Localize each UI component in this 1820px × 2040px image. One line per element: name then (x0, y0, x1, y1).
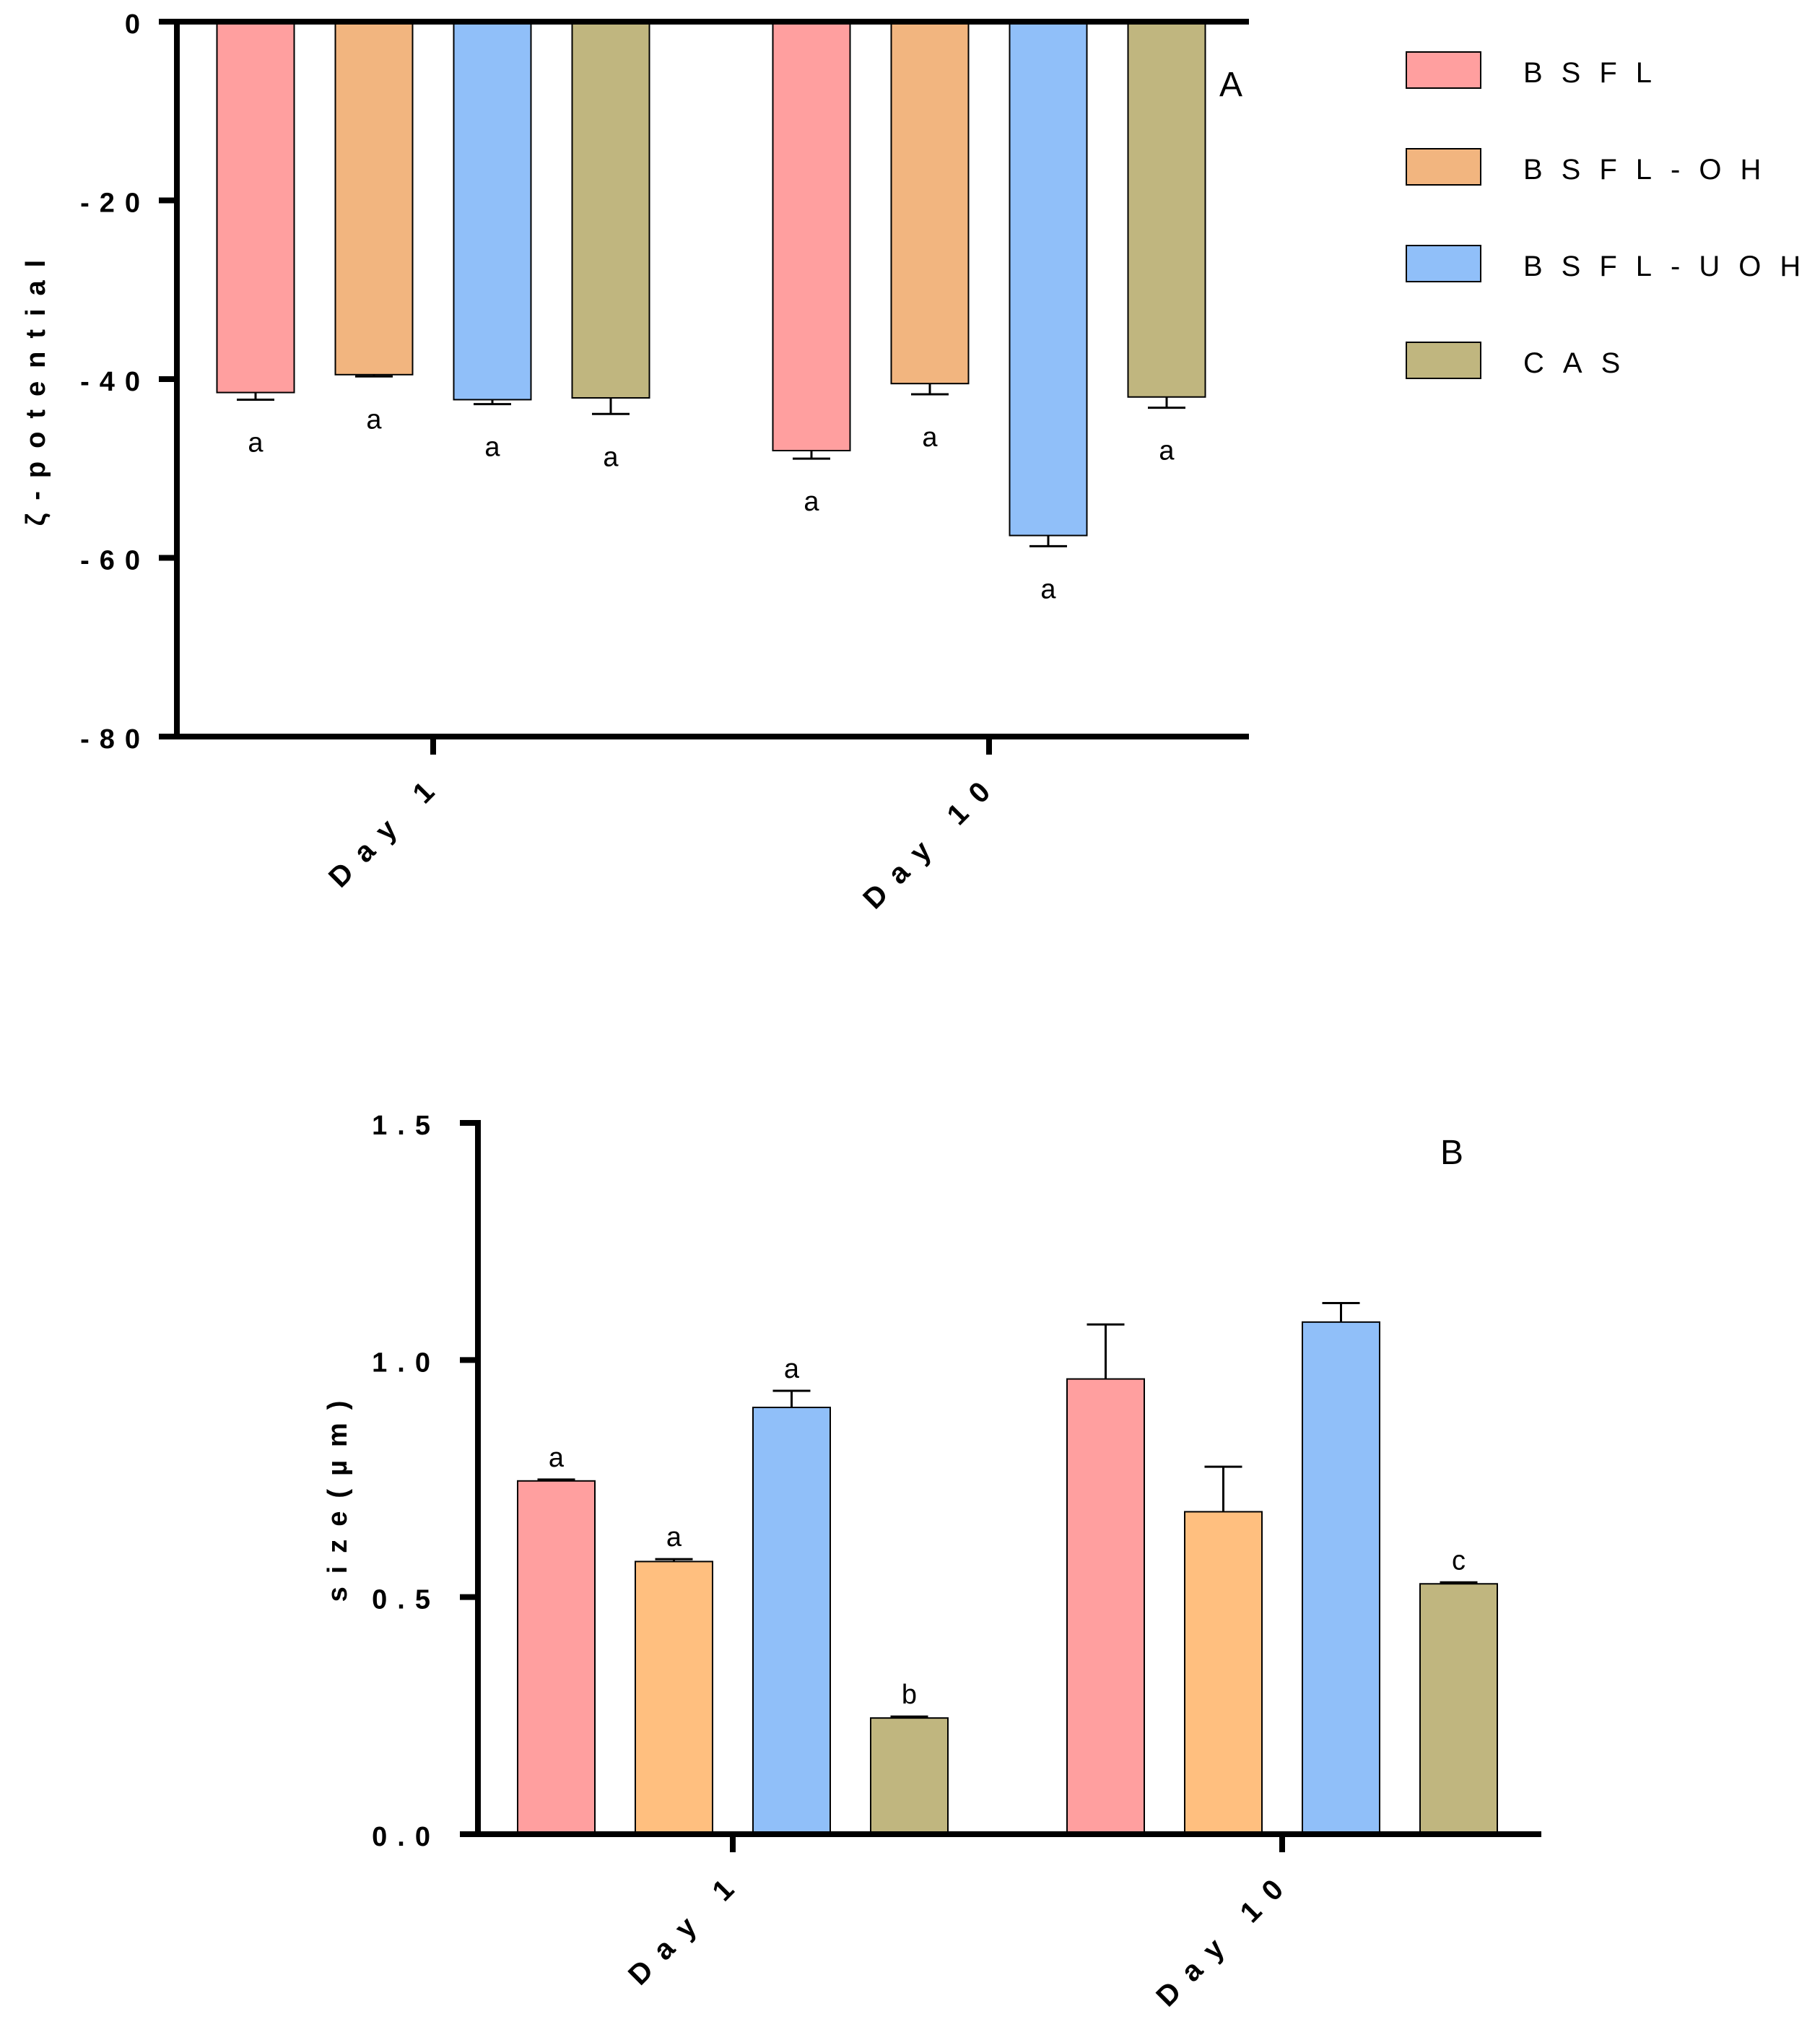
error-bar-bsfl-oh-day-1 (655, 1558, 693, 1562)
significance-letter-cas-day-1: a (603, 442, 619, 472)
bar-bsfl-uoh-day-1 (752, 1407, 831, 1835)
panel-a-y-axis-title: ζ-potential (21, 247, 51, 526)
significance-letter-bsfl-oh-day-1: a (366, 404, 382, 435)
y-tick-label: 0.5 (372, 1585, 440, 1615)
y-tick-label: -60 (80, 546, 150, 576)
error-bar-bsfl-day-1 (237, 392, 274, 401)
bar-bsfl-uoh-day-10 (1302, 1321, 1380, 1836)
bar-bsfl-day-10 (772, 21, 851, 451)
legend-label: BSFL-OH (1523, 154, 1780, 186)
legend-swatch (1406, 342, 1481, 379)
error-bar-cas-day-10 (1148, 396, 1185, 409)
error-bar-cas-day-1 (890, 1715, 928, 1719)
significance-letter-cas-day-10: a (1159, 436, 1175, 466)
panel-a-x-categories: Day 1 Day 10 (323, 765, 1006, 915)
panel-b-significance-letters: a a a b c (549, 1354, 1466, 1710)
x-category-label-day-10: Day 10 (857, 765, 1006, 915)
legend-item-bsfl-oh: BSFL-OH (1406, 148, 1780, 186)
bar-bsfl-uoh-day-10 (1009, 21, 1088, 537)
legend-item-bsfl: BSFL (1406, 51, 1671, 89)
error-bar-bsfl-oh-day-1 (355, 374, 393, 378)
bar-cas-day-1 (870, 1717, 949, 1836)
y-tick-label: -20 (80, 188, 150, 219)
legend-item-cas: CAS (1406, 342, 1639, 379)
y-tick-label: 1.0 (372, 1347, 440, 1378)
bar-bsfl-day-1 (216, 21, 295, 394)
bar-bsfl-day-10 (1066, 1378, 1145, 1835)
legend-label: BSFL (1523, 57, 1671, 89)
significance-letter-bsfl-oh-day-10: a (922, 422, 938, 453)
panel-b-x-categories: Day 1 Day 10 (622, 1863, 1299, 2013)
bar-bsfl-oh-day-1 (334, 21, 414, 376)
legend-label: CAS (1523, 347, 1639, 379)
bar-bsfl-oh-day-10 (890, 21, 970, 385)
y-tick-label: 1.5 (372, 1111, 440, 1141)
panel-b-bars (517, 1321, 1498, 1836)
panel-a-label: A (1219, 66, 1242, 104)
error-bar-cas-day-1 (592, 397, 630, 415)
panel-a-significance-letters: a a a a a a a a (248, 404, 1175, 604)
bar-bsfl-oh-day-10 (1184, 1511, 1263, 1835)
significance-letter-bsfl-oh-day-1: a (666, 1522, 682, 1553)
panel-b-axes (460, 1120, 1541, 1852)
significance-letter-bsfl-day-1: a (549, 1443, 565, 1473)
x-category-label-day-1: Day 1 (622, 1863, 750, 1991)
panel-b-y-ticks: 0.0 0.5 1.0 1.5 (372, 1111, 440, 1852)
legend-swatch (1406, 51, 1481, 89)
error-bar-bsfl-uoh-day-10 (1322, 1302, 1360, 1322)
legend: BSFL BSFL-OH BSFL-UOH CAS (1406, 51, 1819, 379)
bar-cas-day-10 (1419, 1583, 1498, 1836)
significance-letter-bsfl-uoh-day-1: a (484, 433, 500, 463)
error-bar-bsfl-uoh-day-1 (474, 399, 511, 406)
error-bar-bsfl-oh-day-10 (1204, 1465, 1242, 1512)
significance-letter-cas-day-10: c (1452, 1545, 1466, 1576)
y-tick-label: -80 (80, 724, 150, 755)
x-category-label-day-10: Day 10 (1150, 1863, 1299, 2013)
error-bar-bsfl-day-10 (1087, 1323, 1125, 1379)
error-bar-bsfl-day-10 (793, 451, 830, 460)
y-tick-label: -40 (80, 367, 150, 397)
error-bar-bsfl-uoh-day-1 (772, 1389, 811, 1407)
legend-label: BSFL-UOH (1523, 251, 1819, 282)
bar-cas-day-10 (1127, 21, 1206, 398)
significance-letter-cas-day-1: b (902, 1680, 917, 1710)
panel-b-y-axis-title: size(µm) (323, 1388, 353, 1602)
significance-letter-bsfl-uoh-day-1: a (784, 1354, 800, 1384)
panel-a-error-bars (237, 374, 1185, 547)
significance-letter-bsfl-day-10: a (804, 487, 819, 517)
bar-bsfl-oh-day-1 (635, 1561, 713, 1836)
y-tick-label: 0.0 (372, 1822, 440, 1852)
y-tick-label: 0 (125, 9, 150, 40)
bar-bsfl-day-1 (517, 1480, 596, 1836)
error-bar-bsfl-oh-day-10 (911, 383, 949, 396)
legend-swatch (1406, 245, 1481, 282)
error-bar-bsfl-day-1 (537, 1478, 575, 1481)
legend-item-bsfl-uoh: BSFL-UOH (1406, 245, 1819, 282)
bar-cas-day-1 (571, 21, 650, 399)
panel-a-chart: a a a a a a a a 0 -20 -40 -60 -80 Day 1 Day 10 ζ-pot… (21, 9, 1249, 915)
panel-b-error-bars (537, 1302, 1478, 1719)
panel-a-axes (159, 19, 1249, 755)
significance-letter-bsfl-day-1: a (248, 427, 264, 458)
error-bar-cas-day-10 (1440, 1581, 1478, 1584)
bar-bsfl-uoh-day-1 (453, 21, 532, 401)
x-category-label-day-1: Day 1 (323, 765, 450, 893)
panel-a-y-ticks: 0 -20 -40 -60 -80 (80, 9, 150, 755)
panel-b-label: B (1440, 1134, 1463, 1172)
significance-letter-bsfl-uoh-day-10: a (1040, 574, 1056, 604)
legend-swatch (1406, 148, 1481, 186)
panel-a-bars (216, 21, 1206, 537)
error-bar-bsfl-uoh-day-10 (1029, 535, 1067, 547)
